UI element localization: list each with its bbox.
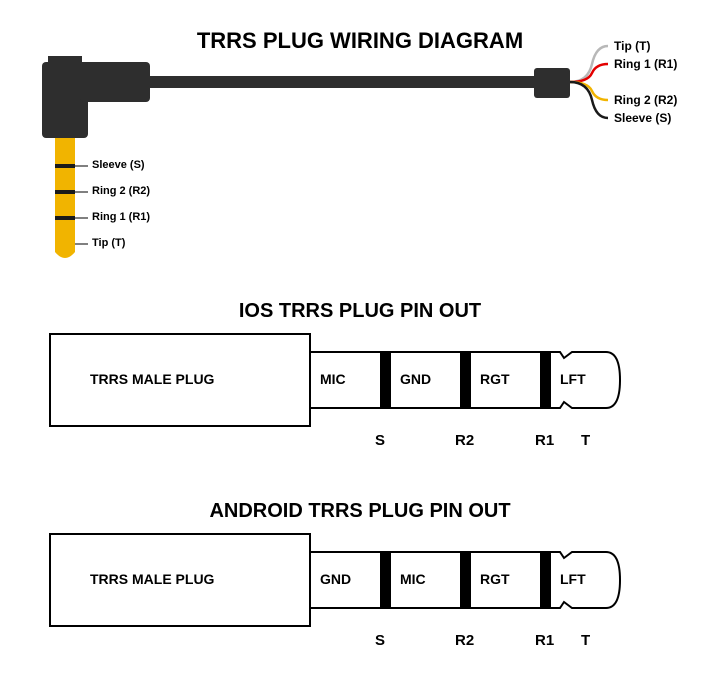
wire-label-3: Sleeve (S) [614, 111, 671, 125]
wire-label-2: Ring 2 (R2) [614, 93, 677, 107]
wire-label-1: Ring 1 (R1) [614, 57, 677, 71]
bottom-label: S [375, 632, 385, 649]
segment-label: RGT [480, 371, 510, 387]
bottom-label: R2 [455, 632, 474, 649]
segment-label: GND [320, 571, 351, 587]
segment-label: MIC [320, 371, 346, 387]
segment-label: LFT [560, 571, 586, 587]
ring-label-3: Tip (T) [92, 237, 125, 249]
main-title: TRRS PLUG WIRING DIAGRAM [0, 28, 720, 54]
plug-body-label: TRRS MALE PLUG [90, 371, 214, 387]
segment-label: RGT [480, 571, 510, 587]
android-title: ANDROID TRRS PLUG PIN OUT [0, 500, 720, 523]
bottom-label: R1 [535, 632, 554, 649]
bottom-label: T [581, 632, 590, 649]
segment-label: GND [400, 371, 431, 387]
ring-label-1: Ring 2 (R2) [92, 185, 150, 197]
segment-label: LFT [560, 371, 586, 387]
bottom-label: T [581, 432, 590, 449]
bottom-label: S [375, 432, 385, 449]
ring-label-0: Sleeve (S) [92, 159, 145, 171]
bottom-label: R2 [455, 432, 474, 449]
ring-label-2: Ring 1 (R1) [92, 211, 150, 223]
ios-title: IOS TRRS PLUG PIN OUT [0, 300, 720, 323]
plug-body-label: TRRS MALE PLUG [90, 571, 214, 587]
wire-label-0: Tip (T) [614, 39, 650, 53]
bottom-label: R1 [535, 432, 554, 449]
segment-label: MIC [400, 571, 426, 587]
